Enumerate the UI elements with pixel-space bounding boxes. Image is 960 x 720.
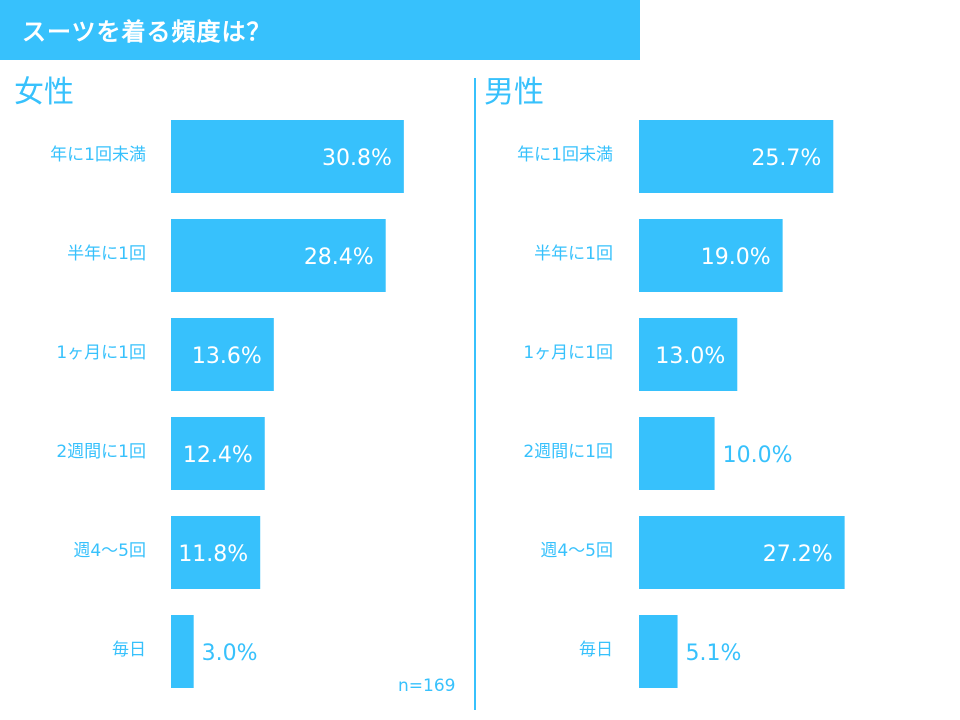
bar-male bbox=[639, 516, 845, 589]
category-label: 2週間に1回 bbox=[523, 442, 613, 462]
value-label: 3.0% bbox=[202, 641, 258, 666]
bar-female bbox=[171, 615, 194, 688]
category-label: 年に1回未満 bbox=[50, 145, 146, 165]
value-label: 28.4% bbox=[304, 245, 374, 270]
value-label: 5.1% bbox=[686, 641, 742, 666]
title-bar: スーツを着る頻度は？ bbox=[0, 0, 640, 60]
category-label: 毎日 bbox=[112, 640, 146, 660]
panel-divider bbox=[474, 78, 476, 710]
bar-female bbox=[171, 417, 265, 490]
sample-size-note: n=169 bbox=[398, 676, 456, 696]
page-title: スーツを着る頻度は？ bbox=[22, 18, 272, 46]
category-label: 1ヶ月に1回 bbox=[523, 343, 613, 363]
bar-male bbox=[639, 615, 678, 688]
bar-male bbox=[639, 120, 834, 193]
category-label: 2週間に1回 bbox=[56, 442, 146, 462]
category-label: 半年に1回 bbox=[67, 244, 146, 264]
value-label: 25.7% bbox=[751, 146, 821, 171]
bar-male bbox=[639, 318, 738, 391]
value-label: 11.8% bbox=[178, 542, 248, 567]
category-label: 1ヶ月に1回 bbox=[56, 343, 146, 363]
panel-title-male: 男性 bbox=[484, 75, 544, 110]
panel-title-female: 女性 bbox=[14, 75, 74, 110]
value-label: 30.8% bbox=[322, 146, 392, 171]
value-label: 13.0% bbox=[655, 344, 725, 369]
value-label: 19.0% bbox=[701, 245, 771, 270]
value-label: 27.2% bbox=[763, 542, 833, 567]
value-label: 10.0% bbox=[723, 443, 793, 468]
value-label: 12.4% bbox=[183, 443, 253, 468]
category-label: 毎日 bbox=[579, 640, 613, 660]
category-label: 週4～5回 bbox=[73, 541, 146, 561]
category-label: 半年に1回 bbox=[534, 244, 613, 264]
category-label: 週4～5回 bbox=[540, 541, 613, 561]
bar-female bbox=[171, 219, 386, 292]
bar-female bbox=[171, 516, 261, 589]
bar-female bbox=[171, 318, 274, 391]
bar-female bbox=[171, 120, 404, 193]
category-label: 年に1回未満 bbox=[517, 145, 613, 165]
bar-male bbox=[639, 219, 783, 292]
bar-male bbox=[639, 417, 715, 490]
value-label: 13.6% bbox=[192, 344, 262, 369]
